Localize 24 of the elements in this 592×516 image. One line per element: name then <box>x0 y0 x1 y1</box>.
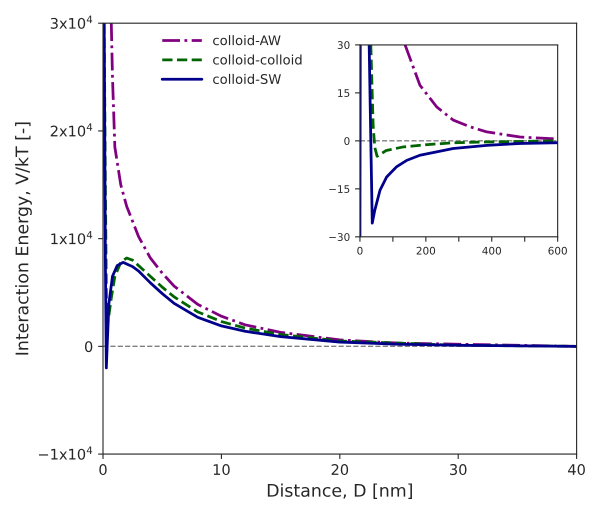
y-tick-label: −15 <box>329 185 350 193</box>
x-tick-label: 0 <box>99 464 107 476</box>
x-tick-label: 40 <box>568 464 585 476</box>
x-tick-label: 400 <box>482 246 502 255</box>
y-tick-label: 3x10$^{4}$ <box>50 16 92 29</box>
x-tick-label: 0 <box>357 246 363 255</box>
x-tick-label: 200 <box>416 246 436 255</box>
x-tick-label: 20 <box>332 464 348 476</box>
y-tick-label: −30 <box>329 233 350 241</box>
legend-label: colloid-SW <box>213 74 281 84</box>
x-tick-label: 600 <box>548 246 567 255</box>
y-tick-label: 0 <box>344 137 350 145</box>
y-tick-label: 30 <box>338 41 350 49</box>
x-tick-label: 30 <box>450 464 467 476</box>
legend-label: colloid-AW <box>213 35 281 46</box>
y-tick-label: −1x10$^{4}$ <box>38 446 92 460</box>
y-axis-title: Interaction Energy, V/kT [-] <box>15 122 32 355</box>
legend-label: colloid-colloid <box>213 54 302 65</box>
x-tick-label: 10 <box>214 464 230 476</box>
x-axis-title: Distance, D [nm] <box>268 483 412 499</box>
y-tick-label: 1x10$^{4}$ <box>51 231 92 244</box>
y-tick-label: 0 <box>84 341 92 352</box>
y-tick-label: 15 <box>338 89 350 97</box>
y-tick-label: 2x10$^{4}$ <box>50 123 92 137</box>
